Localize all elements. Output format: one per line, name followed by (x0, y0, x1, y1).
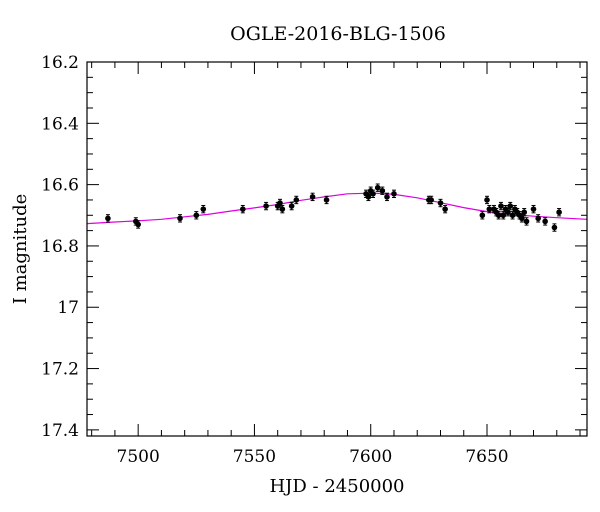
data-point (263, 203, 269, 209)
x-axis-label: HJD - 2450000 (269, 476, 404, 497)
x-tick-label: 7550 (233, 447, 276, 467)
x-tick-label: 7600 (349, 447, 392, 467)
data-point (484, 197, 490, 203)
data-point (384, 194, 390, 200)
y-tick-label: 16.8 (41, 237, 79, 257)
data-point (507, 203, 514, 209)
plot-frame (86, 61, 588, 437)
data-point (535, 215, 541, 222)
data-point (240, 206, 246, 212)
data-point (135, 221, 141, 228)
data-point (105, 215, 111, 222)
data-point (556, 209, 562, 216)
data-point (309, 194, 316, 200)
data-point (365, 194, 372, 200)
x-tick-label: 7650 (465, 447, 508, 467)
data-point (542, 218, 548, 225)
y-tick-label: 17.4 (41, 421, 79, 441)
y-tick-label: 16.2 (41, 53, 79, 73)
data-point (379, 187, 386, 194)
data-point (428, 197, 434, 203)
data-point (442, 206, 448, 212)
data-point (288, 203, 295, 209)
data-point (523, 218, 530, 225)
y-tick-label: 17.2 (41, 360, 79, 380)
data-point (391, 191, 397, 197)
data-point (519, 215, 525, 222)
axis-ticks: 7500 7550 7600 7650 16.2 16.4 16.6 16.8 17 17.2 17… (41, 53, 587, 467)
data-point (200, 206, 207, 212)
data-point (486, 206, 493, 212)
data-point (323, 197, 330, 203)
data-point (279, 206, 286, 212)
data-point (521, 209, 528, 216)
data-points (105, 183, 562, 232)
y-tick-label: 16.6 (41, 176, 79, 196)
data-point (495, 212, 502, 219)
data-point (500, 212, 507, 219)
data-point (505, 209, 511, 216)
x-tick-label: 7500 (117, 447, 160, 467)
data-point (509, 212, 516, 219)
data-point (193, 212, 200, 219)
data-point (277, 200, 283, 206)
chart-title: OGLE-2016-BLG-1506 (230, 23, 446, 45)
y-axis-label: I magnitude (10, 194, 31, 305)
data-point (437, 200, 444, 206)
data-point (530, 206, 537, 212)
data-point (293, 197, 300, 203)
data-point (479, 212, 486, 219)
data-point (374, 184, 381, 191)
y-tick-label: 17 (57, 298, 79, 318)
y-tick-label: 16.4 (41, 114, 79, 134)
data-point (551, 224, 558, 231)
data-point (177, 215, 183, 222)
data-point (370, 191, 376, 197)
data-point (498, 203, 504, 209)
